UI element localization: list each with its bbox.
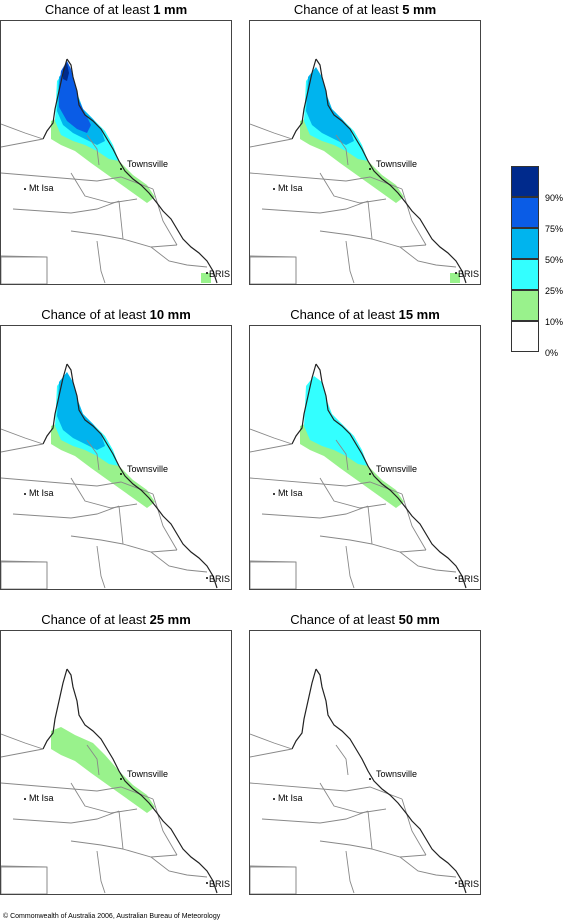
legend-swatch (511, 321, 539, 352)
queensland-map: Townsville Mt Isa BRIS (249, 630, 481, 895)
legend-label: 25% (545, 286, 564, 296)
place-marker (24, 188, 26, 190)
place-marker (24, 493, 26, 495)
legend-swatch (511, 290, 539, 321)
place-bris: BRIS (458, 574, 479, 584)
legend-swatch (511, 197, 539, 228)
place-marker (206, 577, 208, 579)
title-amount: 10 mm (149, 307, 191, 322)
title-amount: 15 mm (398, 307, 440, 322)
title-amount: 5 mm (402, 2, 437, 17)
title-prefix: Chance of at least (44, 2, 154, 17)
place-bris: BRIS (209, 574, 230, 584)
panel-title: Chance of at least 50 mm (249, 612, 481, 628)
place-marker (369, 778, 371, 780)
rain-probability-green (51, 727, 155, 813)
place-mt_isa: Mt Isa (29, 488, 54, 498)
legend-swatch (511, 228, 539, 259)
panel-25mm: Chance of at least 25 mm Townsville Mt Isa… (0, 612, 232, 895)
place-marker (273, 493, 275, 495)
panel-title: Chance of at least 15 mm (249, 307, 481, 323)
panel-title: Chance of at least 5 mm (249, 2, 481, 18)
east-coastline (315, 668, 467, 894)
panel-10mm: Chance of at least 10 mm Townsville Mt Isa… (0, 307, 232, 590)
rain-patch-south (201, 273, 211, 283)
panel-title: Chance of at least 1 mm (0, 2, 232, 18)
title-prefix: Chance of at least (41, 612, 150, 627)
place-mt_isa: Mt Isa (278, 183, 303, 193)
copyright-notice: © Commonwealth of Australia 2006, Austra… (3, 913, 221, 920)
place-townsville: Townsville (127, 769, 168, 779)
place-bris: BRIS (458, 879, 479, 889)
panel-1mm: Chance of at least 1 mm Townsville Mt Isa B… (0, 2, 232, 285)
title-prefix: Chance of at least (293, 2, 403, 17)
east-coastline (66, 668, 218, 894)
gulf-coastline (291, 58, 317, 140)
legend-swatch (511, 166, 539, 197)
place-marker (455, 882, 457, 884)
legend-swatch (511, 259, 539, 290)
title-prefix: Chance of at least (290, 307, 399, 322)
gulf-coastline (42, 363, 68, 445)
place-bris: BRIS (209, 269, 230, 279)
legend-label: 0% (545, 348, 559, 358)
east-coastline (66, 58, 218, 284)
legend-label: 50% (545, 255, 564, 265)
place-marker (273, 188, 275, 190)
east-coastline (66, 363, 218, 589)
gulf-coastline (291, 668, 317, 750)
place-bris: BRIS (209, 879, 230, 889)
legend-label: 10% (545, 317, 564, 327)
legend-label: 90% (545, 193, 564, 203)
gulf-coastline (42, 58, 68, 140)
place-townsville: Townsville (376, 159, 417, 169)
queensland-map: Townsville Mt Isa BRIS (249, 325, 481, 590)
place-mt_isa: Mt Isa (29, 793, 54, 803)
place-marker (273, 798, 275, 800)
place-townsville: Townsville (376, 769, 417, 779)
probability-legend: 90% 75% 50% 25% 10% 0% (511, 166, 570, 358)
panel-5mm: Chance of at least 5 mm Townsville Mt Isa B… (249, 2, 481, 285)
title-prefix: Chance of at least (290, 612, 399, 627)
place-marker (120, 473, 122, 475)
title-amount: 50 mm (398, 612, 440, 627)
place-marker (206, 272, 208, 274)
place-marker (24, 798, 26, 800)
panel-15mm: Chance of at least 15 mm Townsville Mt Isa… (249, 307, 481, 590)
title-amount: 25 mm (149, 612, 191, 627)
title-prefix: Chance of at least (41, 307, 150, 322)
east-coastline (315, 58, 467, 284)
rain-probability-mid (57, 372, 105, 450)
rain-probability-mid (306, 67, 354, 145)
place-bris: BRIS (458, 269, 479, 279)
place-marker (120, 168, 122, 170)
legend-label: 75% (545, 224, 564, 234)
place-townsville: Townsville (127, 464, 168, 474)
gulf-coastline (42, 668, 68, 750)
queensland-map: Townsville Mt Isa BRIS (0, 630, 232, 895)
place-townsville: Townsville (127, 159, 168, 169)
place-mt_isa: Mt Isa (278, 793, 303, 803)
title-amount: 1 mm (153, 2, 188, 17)
place-marker (120, 778, 122, 780)
gulf-coastline (291, 363, 317, 445)
panel-title: Chance of at least 10 mm (0, 307, 232, 323)
place-townsville: Townsville (376, 464, 417, 474)
queensland-map: Townsville Mt Isa BRIS (0, 325, 232, 590)
place-marker (369, 168, 371, 170)
panel-50mm: Chance of at least 50 mm Townsville Mt Isa… (249, 612, 481, 895)
panel-title: Chance of at least 25 mm (0, 612, 232, 628)
place-marker (206, 882, 208, 884)
queensland-map: Townsville Mt Isa BRIS (0, 20, 232, 285)
queensland-map: Townsville Mt Isa BRIS (249, 20, 481, 285)
place-mt_isa: Mt Isa (29, 183, 54, 193)
rain-patch-south (450, 273, 460, 283)
east-coastline (315, 363, 467, 589)
place-marker (455, 272, 457, 274)
place-marker (369, 473, 371, 475)
place-mt_isa: Mt Isa (278, 488, 303, 498)
place-marker (455, 577, 457, 579)
